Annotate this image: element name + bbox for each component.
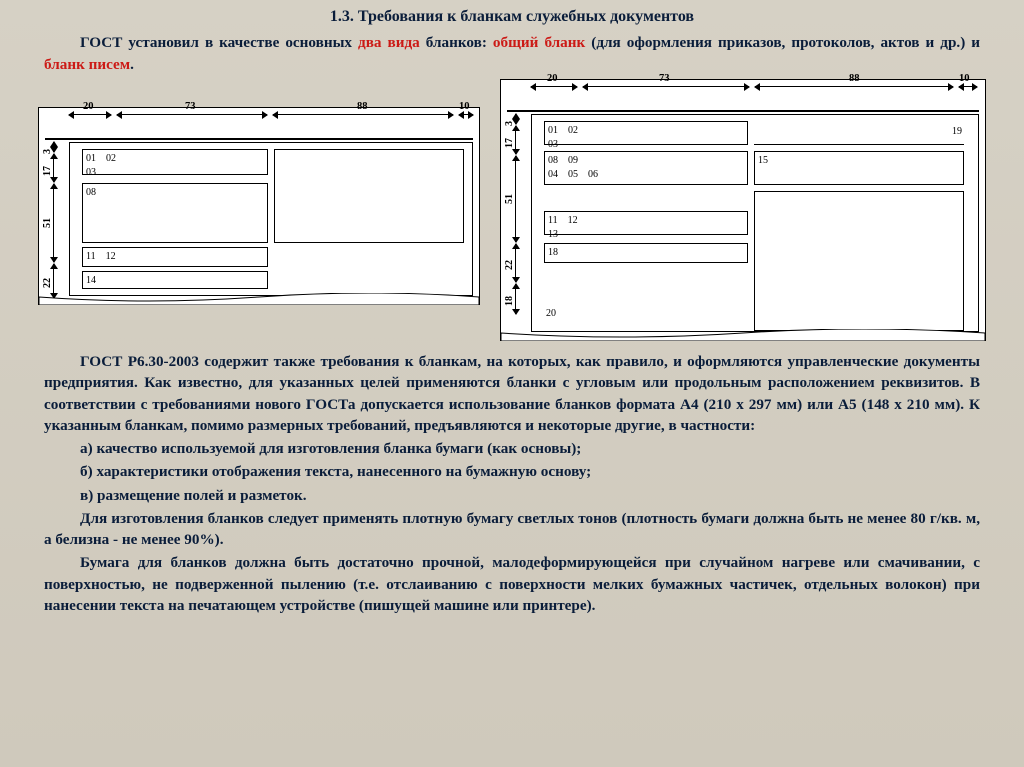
intro-b: два вида: [358, 34, 420, 51]
intro-f: бланк писем: [44, 56, 130, 73]
vdim-22: 22: [41, 278, 55, 288]
torn-edge: [39, 293, 479, 305]
left-dimensions-right: 3 17 51 22 18: [505, 114, 531, 336]
vdim-17: 17: [41, 166, 55, 176]
req-20: 20: [546, 307, 556, 321]
intro-g: .: [130, 56, 134, 73]
intro-d: общий бланк: [493, 34, 585, 51]
body-c: в) размещение полей и разметок.: [44, 485, 980, 506]
dim-20r: 20: [547, 72, 558, 87]
req-box-right: [274, 149, 464, 243]
req-box-01-03r: 010203: [544, 121, 748, 145]
form-diagram-general: 20 73 88 10 3 17 51 22 010203 08 1: [38, 107, 480, 305]
form-frame: 010203 08 1112 14: [69, 142, 473, 296]
body-p3: Для изготовления бланков следует применя…: [44, 508, 980, 551]
form-diagram-letter: 20 73 88 10 3 17 51 22 18 010203 19 0809: [500, 79, 986, 341]
left-dimensions-left: 3 17 51 22: [43, 142, 69, 300]
dim-88r: 88: [849, 72, 860, 87]
body-p4: Бумага для бланков должна быть достаточн…: [44, 552, 980, 616]
top-dimensions-left: 20 73 88 10: [69, 114, 473, 136]
vdim-18r: 18: [503, 296, 517, 306]
req-box-11-12: 1112: [82, 247, 268, 267]
body-b: б) характеристики отображения текста, на…: [44, 461, 980, 482]
dim-10: 10: [459, 100, 470, 115]
vdim-17r: 17: [503, 138, 517, 148]
torn-edge-r: [501, 329, 985, 341]
dim-10r: 10: [959, 72, 970, 87]
section-title: 1.3. Требования к бланкам служебных доку…: [44, 6, 980, 28]
vdim-51: 51: [41, 218, 55, 228]
vdim-51r: 51: [503, 194, 517, 204]
dim-73: 73: [185, 100, 196, 115]
body-p2: ГОСТ Р6.30-2003 содержит также требовани…: [44, 351, 980, 436]
req-box-11-13: 111213: [544, 211, 748, 235]
req-box-right-body: [754, 191, 964, 331]
intro-c: бланков:: [420, 34, 493, 51]
req-box-15: 15: [754, 151, 964, 185]
req-box-right-top: [754, 121, 964, 145]
top-dimensions-right: 20 73 88 10: [531, 86, 979, 108]
dim-88: 88: [357, 100, 368, 115]
intro-a: ГОСТ установил в качестве основных: [80, 34, 358, 51]
dim-73r: 73: [659, 72, 670, 87]
dim-20: 20: [83, 100, 94, 115]
req-box-18: 18: [544, 243, 748, 263]
req-box-08-06: 0809 040506: [544, 151, 748, 185]
body-a: а) качество используемой для изготовлени…: [44, 438, 980, 459]
req-box-01-03: 010203: [82, 149, 268, 175]
vdim-22r: 22: [503, 260, 517, 270]
intro-e: (для оформления приказов, протоколов, ак…: [585, 34, 980, 51]
req-box-14: 14: [82, 271, 268, 289]
form-frame-r: 010203 19 0809 040506 15 111213 18: [531, 114, 979, 332]
intro-paragraph: ГОСТ установил в качестве основных два в…: [44, 32, 980, 75]
req-box-08: 08: [82, 183, 268, 243]
